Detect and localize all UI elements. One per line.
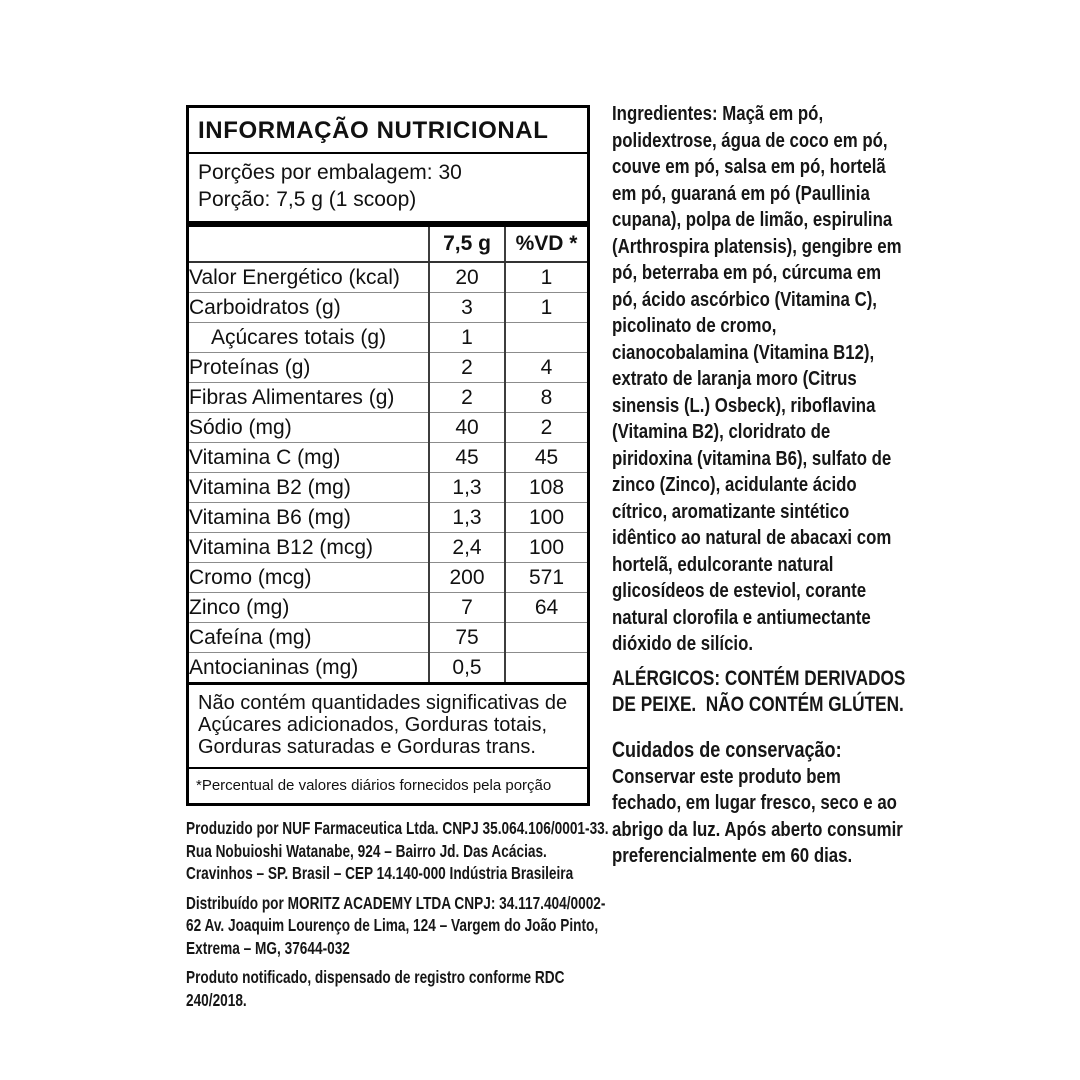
distributed-by-text: Distribuído por MORITZ ACADEMY LTDA CNPJ… (186, 892, 606, 958)
nutrient-daily-value: 108 (504, 472, 587, 503)
nutrient-amount: 0,5 (428, 652, 505, 682)
nutrient-daily-value (504, 622, 587, 653)
header-amount: 7,5 g (428, 227, 505, 263)
nutrient-row: Açúcares totais (g) 1 (189, 322, 587, 353)
nutrient-row: Vitamina B12 (mcg) 2,4 100 (189, 532, 587, 563)
nutrient-amount: 3 (428, 292, 505, 323)
nutrient-daily-value: 4 (504, 352, 587, 383)
header-empty (189, 227, 429, 263)
nutrient-name: Sódio (mg) (189, 412, 429, 443)
nutrient-row: Fibras Alimentares (g) 2 8 (189, 382, 587, 413)
nutrient-daily-value: 8 (504, 382, 587, 413)
insignificant-amounts-note: Não contém quantidades significativas de… (189, 682, 587, 767)
nutrient-row: Vitamina C (mg) 45 45 (189, 442, 587, 473)
nutrient-row: Valor Energético (kcal) 20 1 (189, 262, 587, 293)
nutrient-row: Carboidratos (g) 3 1 (189, 292, 587, 323)
nutrients-header-row: 7,5 g %VD * (189, 227, 587, 263)
nutrient-daily-value: 571 (504, 562, 587, 593)
nutrient-amount: 1,3 (428, 472, 505, 503)
nutrient-name: Vitamina B2 (mg) (189, 472, 429, 503)
nutrient-daily-value: 100 (504, 502, 587, 533)
nutrient-daily-value (504, 322, 587, 353)
nutrient-amount: 200 (428, 562, 505, 593)
ingredients-column: Ingredientes: Maçã em pó, polidextrose, … (612, 101, 907, 870)
nutrient-amount: 20 (428, 262, 505, 293)
nutrient-name: Zinco (mg) (189, 592, 429, 623)
nutrient-name: Carboidratos (g) (189, 292, 429, 323)
nutrient-daily-value: 2 (504, 412, 587, 443)
nutrient-amount: 40 (428, 412, 505, 443)
nutrient-name: Proteínas (g) (189, 352, 429, 383)
nutrient-amount: 1,3 (428, 502, 505, 533)
nutrient-amount: 7 (428, 592, 505, 623)
nutrient-name: Fibras Alimentares (g) (189, 382, 429, 413)
nutrient-daily-value: 100 (504, 532, 587, 563)
nutrient-row: Vitamina B2 (mg) 1,3 108 (189, 472, 587, 503)
nutrient-amount: 75 (428, 622, 505, 653)
serving-size: Porção: 7,5 g (1 scoop) (198, 188, 417, 211)
nutrient-row: Vitamina B6 (mg) 1,3 100 (189, 502, 587, 533)
nutrient-amount: 2 (428, 382, 505, 413)
produced-by-text: Produzido por NUF Farmaceutica Ltda. CNP… (186, 818, 609, 883)
care-instructions-text: Conservar este produto bem fechado, em l… (612, 764, 903, 868)
servings-info: Porções por embalagem: 30 Porção: 7,5 g … (189, 154, 587, 221)
nutrient-name: Vitamina C (mg) (189, 442, 429, 473)
nutrient-amount: 2,4 (428, 532, 505, 563)
care-instructions: Cuidados de conservação: Conservar este … (612, 736, 907, 870)
panel-title: INFORMAÇÃO NUTRICIONAL (189, 108, 587, 154)
nutrient-name: Cafeína (mg) (189, 622, 429, 653)
registration-notice-text: Produto notificado, dispensado de regist… (186, 967, 565, 1010)
nutrient-row: Cafeína (mg) 75 (189, 622, 587, 653)
nutrient-name: Vitamina B6 (mg) (189, 502, 429, 533)
thick-divider-bar (189, 221, 587, 227)
nutrient-amount: 45 (428, 442, 505, 473)
allergens-warning: ALÉRGICOS: CONTÉM DERIVADOS DE PEIXE. NÃ… (612, 666, 911, 716)
manufacturer-info: Produzido por NUF Farmaceutica Ltda. CNP… (186, 817, 611, 1018)
nutrient-name: Cromo (mcg) (189, 562, 429, 593)
nutrient-daily-value (504, 652, 587, 682)
nutrient-row: Sódio (mg) 40 2 (189, 412, 587, 443)
nutrient-amount: 2 (428, 352, 505, 383)
nutrient-row: Cromo (mcg) 200 571 (189, 562, 587, 593)
nutrient-daily-value: 1 (504, 262, 587, 293)
ingredients-label: Ingredientes: (612, 102, 718, 125)
nutrient-row: Zinco (mg) 7 64 (189, 592, 587, 623)
nutrient-name: Valor Energético (kcal) (189, 265, 400, 289)
nutrient-daily-value: 64 (504, 592, 587, 623)
nutrient-name: Antocianinas (mg) (189, 652, 429, 682)
daily-value-footnote: *Percentual de valores diários fornecido… (189, 767, 587, 803)
care-instructions-label: Cuidados de conservação: (612, 736, 842, 762)
servings-per-package: Porções por embalagem: 30 (198, 161, 462, 184)
nutrient-daily-value: 1 (504, 292, 587, 323)
ingredients-paragraph: Ingredientes: Maçã em pó, polidextrose, … (612, 101, 907, 658)
nutrients-table: 7,5 g %VD * Valor Energético (kcal) 20 1 Ca… (189, 227, 587, 682)
nutrient-amount: 1 (428, 322, 505, 353)
nutrient-row: Proteínas (g) 2 4 (189, 352, 587, 383)
header-vd: %VD * (504, 227, 587, 263)
nutrient-name: Vitamina B12 (mcg) (189, 532, 429, 563)
ingredients-text: Maçã em pó, polidextrose, água de coco e… (612, 102, 902, 655)
nutrition-facts-panel: INFORMAÇÃO NUTRICIONAL Porções por embal… (186, 105, 590, 806)
nutrient-row: Antocianinas (mg) 0,5 (189, 652, 587, 682)
nutrient-name: Açúcares totais (g) (189, 322, 429, 353)
nutrient-daily-value: 45 (504, 442, 587, 473)
